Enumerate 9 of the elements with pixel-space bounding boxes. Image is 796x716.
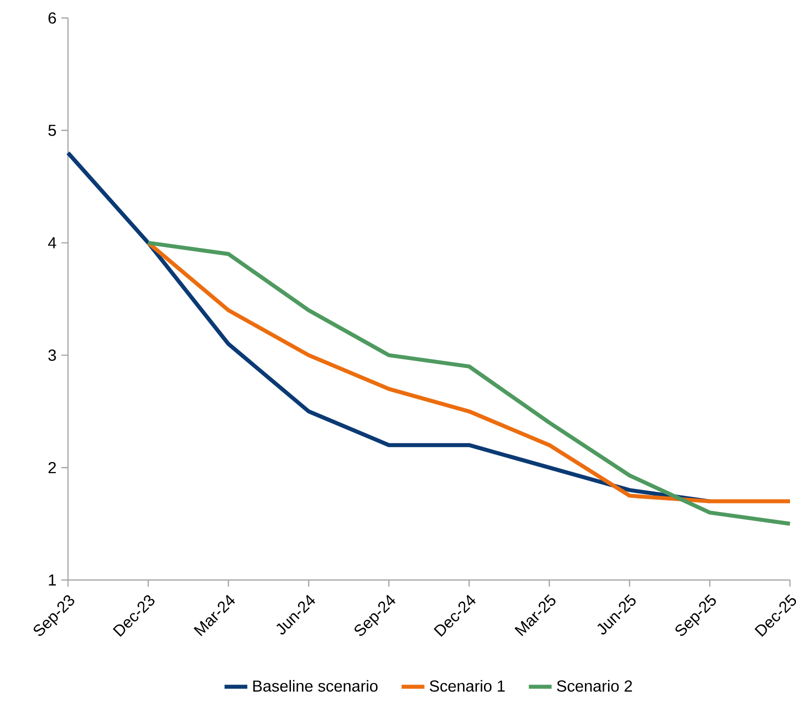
legend-label: Scenario 1	[430, 680, 505, 692]
y-tick-label: 3	[48, 350, 56, 361]
legend-label: Scenario 2	[557, 680, 632, 692]
y-tick-label: 6	[48, 12, 56, 24]
y-tick-label: 1	[48, 574, 56, 586]
y-tick-label: 2	[48, 462, 56, 474]
y-tick-label: 5	[48, 124, 56, 136]
y-tick-label: 4	[48, 237, 56, 248]
legend-label: Baseline scenario	[253, 680, 378, 692]
